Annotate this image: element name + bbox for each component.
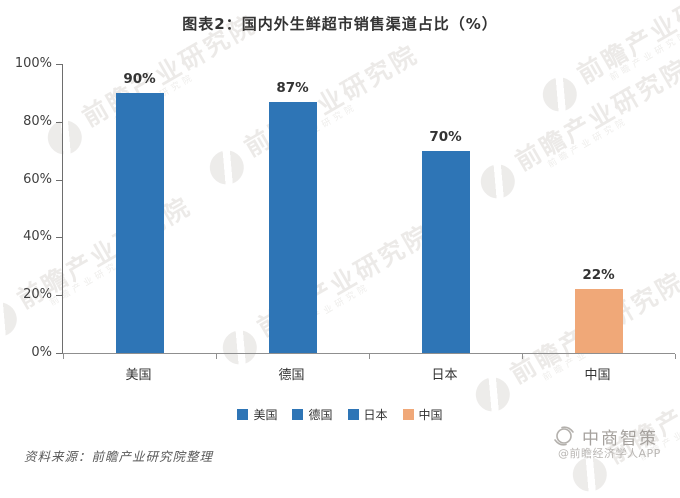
legend-swatch-icon [347,409,359,420]
legend-item-日本: 日本 [347,406,388,423]
bar-美国: 90% [115,71,164,353]
legend-swatch-icon [292,409,304,420]
x-axis-tickmark [216,354,217,359]
qianzhan-bird-logo-icon [0,296,23,343]
legend-item-中国: 中国 [402,406,443,423]
x-axis-tickmark [522,354,523,359]
legend-label: 德国 [308,408,333,422]
y-axis-tick-label: 60% [23,171,52,187]
legend-item-德国: 德国 [292,406,333,423]
legend-label: 日本 [363,408,388,422]
y-axis-tickmark [56,179,62,181]
bar-value-label: 87% [276,80,309,96]
y-axis-tick-label: 20% [23,287,52,303]
legend-swatch-icon [237,409,249,420]
legend-label: 中国 [418,408,443,422]
x-axis-category-label: 德国 [278,368,305,383]
y-axis-tickmark [56,353,62,354]
x-axis-tickmark [63,354,64,359]
x-axis-category-label: 日本 [431,368,458,383]
y-axis-tickmark [56,64,62,65]
y-axis-tick-label: 100% [14,56,52,71]
x-axis-category-label: 美国 [125,368,152,383]
legend: 美国 德国 日本 中国 [0,406,680,423]
source-note: 资料来源：前瞻产业研究院整理 [24,449,214,464]
chart-title: 图表2：国内外生鲜超市销售渠道占比（%） [182,15,498,33]
legend-swatch-icon [402,409,414,420]
bar-value-label: 22% [582,267,615,283]
y-axis-tickmark [56,121,62,123]
y-axis-tickmark [56,295,62,297]
x-axis-tickmark [369,354,370,359]
bar-德国: 87% [268,80,317,353]
x-axis-tickmark [675,354,676,359]
legend-label: 美国 [253,408,278,422]
y-axis-tick-label: 80% [23,113,52,129]
y-axis-tick-label: 40% [23,229,52,245]
zhongshang-globe-logo-icon [554,426,574,446]
x-axis-category-label: 中国 [584,368,611,383]
y-axis-tick-label: 0% [31,345,52,360]
legend-item-美国: 美国 [237,406,277,423]
bar-value-label: 90% [123,71,156,87]
y-axis-tickmark [56,237,62,239]
bar-value-label: 70% [429,129,462,145]
bar-日本: 70% [421,129,470,353]
branding-block: 中商智策 @前瞻经济学人APP [548,419,678,465]
branding-name: 中商智策 [582,429,658,449]
plot-area: 90% 87% 70% 22% [56,64,676,359]
bar-中国: 22% [574,267,623,353]
branding-handle: @前瞻经济学人APP [558,447,661,460]
